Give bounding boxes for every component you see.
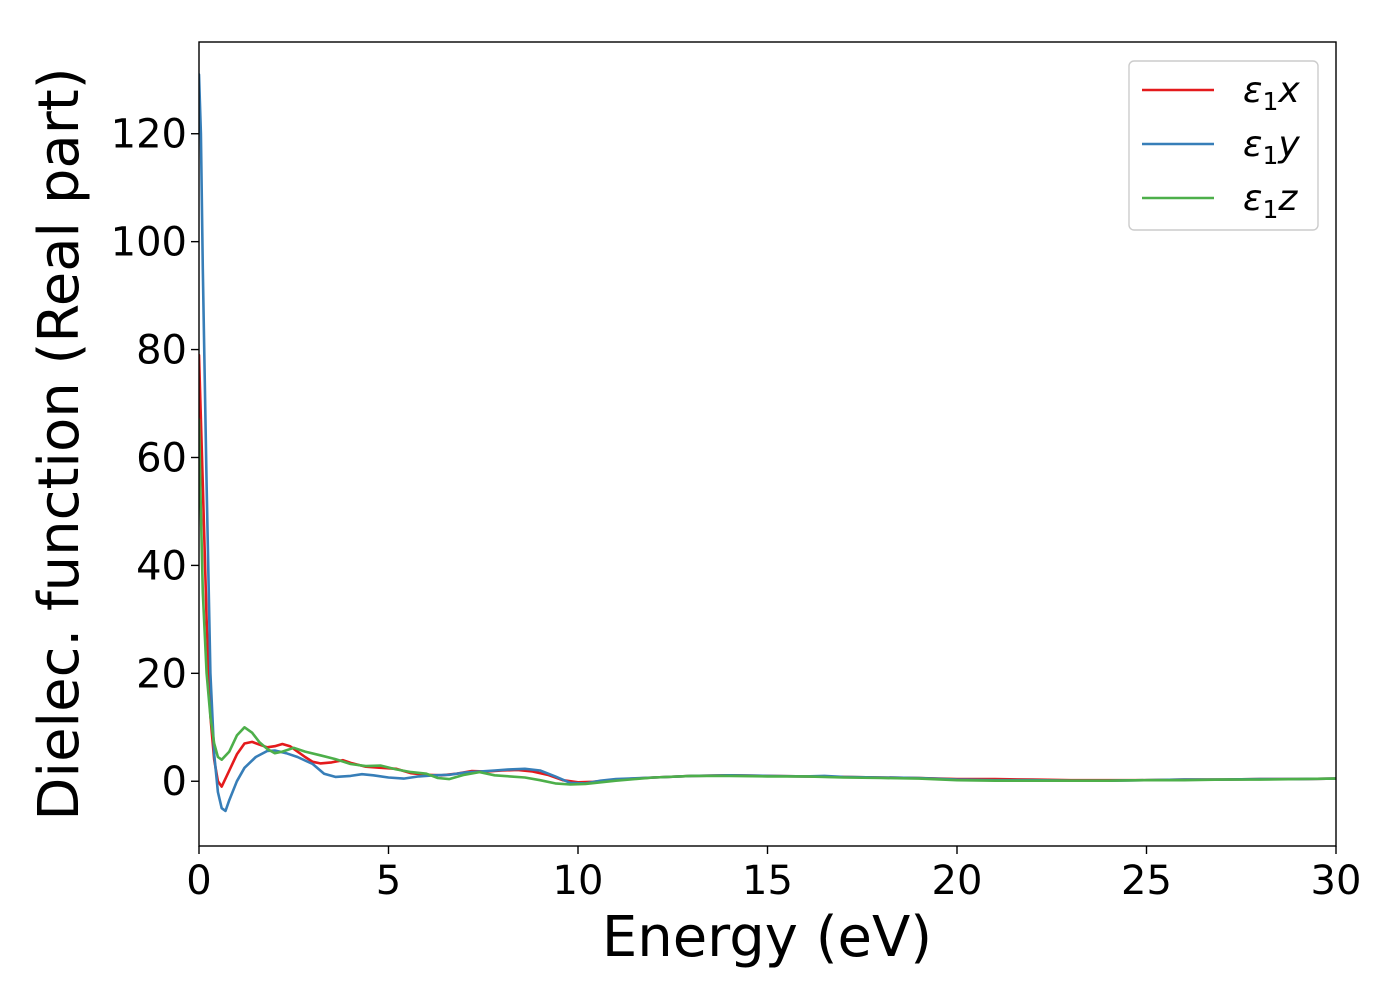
x-tick-label: 15: [742, 858, 793, 904]
series-line-z: [199, 418, 1336, 786]
legend-frame: [1128, 60, 1319, 231]
x-tick-label: 30: [1311, 858, 1362, 904]
legend-label-z: ε1z: [1243, 178, 1298, 224]
y-tick-label: 60: [136, 435, 187, 481]
y-tick-label: 40: [136, 543, 187, 589]
y-axis-ticks: 0 20 40 60 80 100 120: [111, 112, 199, 805]
y-tick-label: 100: [111, 220, 187, 266]
y-axis-label: Dielec. function (Real part): [27, 67, 92, 820]
y-tick-label: 0: [162, 759, 187, 805]
x-tick-label: 20: [932, 858, 983, 904]
y-tick-label: 120: [111, 112, 187, 158]
x-axis-label: Energy (eV): [602, 905, 932, 970]
x-axis-ticks: 0 5 10 15 20 25 30: [186, 846, 1361, 904]
x-tick-label: 25: [1121, 858, 1172, 904]
series-layer: [199, 73, 1336, 813]
x-tick-label: 10: [553, 858, 604, 904]
legend-label-y: ε1y: [1243, 124, 1300, 170]
x-tick-label: 0: [186, 858, 211, 904]
y-tick-label: 20: [136, 651, 187, 697]
x-tick-label: 5: [376, 858, 401, 904]
y-tick-label: 80: [136, 328, 187, 374]
